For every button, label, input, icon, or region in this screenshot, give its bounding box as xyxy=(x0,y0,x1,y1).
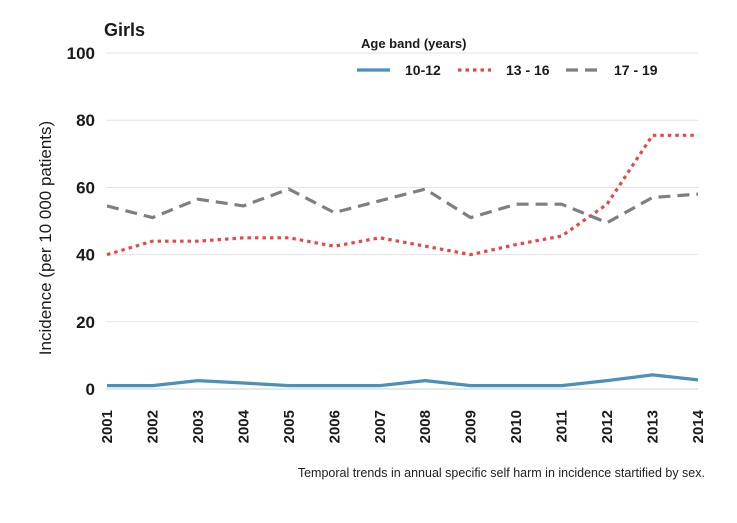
series-line-17-19 xyxy=(106,187,699,225)
figure-caption: Temporal trends in annual specific self … xyxy=(297,466,705,480)
y-tick-label: 40 xyxy=(76,246,95,265)
legend: 10-12 13 - 16 17 - 19 xyxy=(357,62,658,78)
legend-title: Age band (years) xyxy=(361,36,467,51)
y-tick-label: 80 xyxy=(76,111,95,130)
x-tick-label: 2008 xyxy=(417,410,434,443)
x-tick-label: 2013 xyxy=(645,410,662,443)
x-tick-label: 2007 xyxy=(372,410,389,443)
y-tick-label: 0 xyxy=(86,380,95,399)
x-tick-label: 2010 xyxy=(508,410,525,443)
x-tick-label: 2004 xyxy=(235,409,252,443)
y-axis-ticks: 0 20 40 60 80 100 xyxy=(67,44,95,399)
x-tick-label: 2011 xyxy=(554,410,571,443)
x-tick-label: 2002 xyxy=(144,410,161,443)
gridlines xyxy=(106,52,698,390)
series-line-13-16 xyxy=(106,133,698,257)
legend-label: 17 - 19 xyxy=(614,62,658,78)
x-tick-label: 2014 xyxy=(690,409,707,443)
chart-title: Girls xyxy=(104,20,146,40)
y-axis-label: Incidence (per 10 000 patients) xyxy=(36,121,55,355)
y-tick-label: 20 xyxy=(76,313,95,332)
series-line-10-12 xyxy=(107,373,699,388)
x-tick-label: 2005 xyxy=(281,410,298,443)
x-tick-label: 2012 xyxy=(599,410,616,443)
x-tick-label: 2006 xyxy=(326,410,343,443)
y-tick-label: 60 xyxy=(76,178,95,197)
x-axis-ticks: 2001 2002 2003 2004 2005 2006 2007 2008 2009 2010… xyxy=(99,409,707,443)
x-tick-label: 2003 xyxy=(190,410,207,443)
y-tick-label: 100 xyxy=(67,44,95,63)
legend-label: 10-12 xyxy=(405,62,441,78)
legend-label: 13 - 16 xyxy=(506,62,550,78)
x-tick-label: 2009 xyxy=(463,410,480,443)
x-tick-label: 2001 xyxy=(99,410,116,443)
series-lines xyxy=(106,133,699,388)
